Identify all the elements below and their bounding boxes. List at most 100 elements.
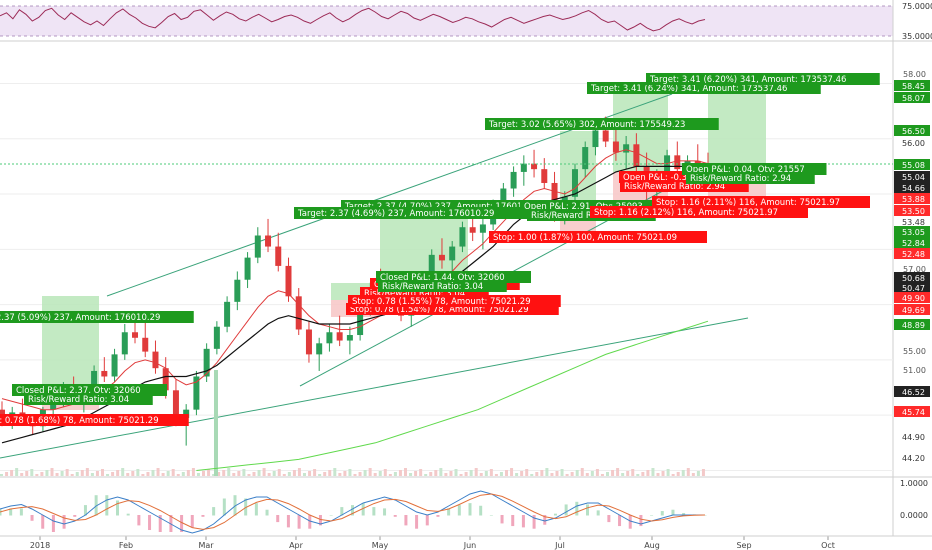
candle-body[interactable] xyxy=(111,354,118,377)
stop-label-bg[interactable] xyxy=(0,414,189,426)
volume-bar xyxy=(590,471,594,476)
volume-bar xyxy=(621,473,625,476)
target-zone[interactable] xyxy=(613,92,668,172)
candle-body[interactable] xyxy=(694,160,701,164)
candle-body[interactable] xyxy=(612,141,619,153)
candle-body[interactable] xyxy=(285,265,292,297)
candle-body[interactable] xyxy=(664,155,671,175)
volume-bar xyxy=(50,468,54,476)
volume-bar xyxy=(484,471,488,476)
signal-line xyxy=(0,493,706,530)
volume-bar xyxy=(333,468,337,476)
volume-bar xyxy=(535,472,539,476)
candle-body[interactable] xyxy=(541,169,548,183)
candle-body[interactable] xyxy=(674,155,681,170)
rr-label-bg[interactable] xyxy=(686,172,815,184)
candle-body[interactable] xyxy=(142,337,149,352)
price-tag xyxy=(894,171,930,182)
price-axis-label: 57.00 xyxy=(903,265,926,274)
candle-body[interactable] xyxy=(449,246,456,261)
candle-body[interactable] xyxy=(459,227,466,247)
volume-bar xyxy=(499,472,503,476)
stop-label-bg[interactable] xyxy=(348,295,561,307)
candle-body[interactable] xyxy=(582,147,589,170)
candle-body[interactable] xyxy=(203,348,210,377)
macd-hist-bar xyxy=(148,515,152,531)
rr-label-bg[interactable] xyxy=(24,393,153,405)
candle-body[interactable] xyxy=(91,370,98,394)
candle-body[interactable] xyxy=(592,130,599,148)
target-zone[interactable] xyxy=(380,218,468,275)
candle-body[interactable] xyxy=(213,326,220,349)
price-tag-text: 46.52 xyxy=(902,388,925,397)
candle-body[interactable] xyxy=(295,296,302,330)
volume-bar xyxy=(136,469,140,476)
candle-body[interactable] xyxy=(265,235,272,247)
candle-body[interactable] xyxy=(469,227,476,233)
candle-body[interactable] xyxy=(152,351,159,369)
volume-bar xyxy=(510,468,514,476)
target-label-bg[interactable] xyxy=(646,73,880,85)
candle-body[interactable] xyxy=(500,188,507,206)
target-label: Target: 3.41 (6.20%) 341, Amount: 173537… xyxy=(649,75,846,85)
target-zone[interactable] xyxy=(708,92,766,172)
candle-body[interactable] xyxy=(510,171,517,189)
candle-body[interactable] xyxy=(531,163,538,170)
candle-body[interactable] xyxy=(183,409,190,418)
candle-body[interactable] xyxy=(224,301,231,327)
rr-label-bg[interactable] xyxy=(378,280,507,292)
candle-body[interactable] xyxy=(316,343,323,355)
volume-bar xyxy=(232,473,236,476)
candle-body[interactable] xyxy=(602,130,609,142)
stop-label-bg[interactable] xyxy=(652,196,870,208)
candle-body[interactable] xyxy=(346,335,353,341)
candle-body[interactable] xyxy=(234,279,241,302)
stop-label-bg[interactable] xyxy=(489,231,707,243)
target-zone[interactable] xyxy=(560,131,596,200)
candle-body[interactable] xyxy=(428,254,435,277)
volume-bar xyxy=(55,473,59,476)
candle-body[interactable] xyxy=(633,144,640,167)
candle-body[interactable] xyxy=(162,368,169,391)
candle-body[interactable] xyxy=(244,257,251,280)
candle-body[interactable] xyxy=(305,329,312,355)
macd-hist-bar xyxy=(372,507,376,516)
volume-bar xyxy=(35,474,39,476)
candle-body[interactable] xyxy=(438,254,445,261)
candle-body[interactable] xyxy=(623,144,630,153)
candle-body[interactable] xyxy=(326,332,333,344)
volume-bar xyxy=(429,472,433,476)
target-zone[interactable] xyxy=(42,296,99,390)
volume-bar xyxy=(520,471,524,476)
macd-hist-bar xyxy=(650,515,654,516)
target-label-bg[interactable] xyxy=(294,207,528,219)
candle-body[interactable] xyxy=(275,246,282,266)
candle-body[interactable] xyxy=(520,163,527,172)
candle-body[interactable] xyxy=(571,169,578,197)
candle-body[interactable] xyxy=(479,224,486,233)
target-label-bg[interactable] xyxy=(485,118,719,130)
candle-body[interactable] xyxy=(132,332,139,338)
price-tag-text: 53.50 xyxy=(902,207,925,216)
candle-body[interactable] xyxy=(121,332,128,355)
candle-body[interactable] xyxy=(254,235,261,258)
candle-body[interactable] xyxy=(101,370,108,377)
volume-bar xyxy=(404,468,407,476)
stop-label-bg[interactable] xyxy=(590,206,808,218)
volume-bar xyxy=(257,470,261,476)
price-tag xyxy=(894,304,930,315)
volume-bar xyxy=(176,474,180,476)
time-tick-label: Aug xyxy=(644,541,660,550)
candle-body[interactable] xyxy=(193,376,200,410)
macd-hist-bar xyxy=(543,515,547,525)
volume-bar xyxy=(646,470,650,476)
volume-bar xyxy=(469,470,473,476)
long-trend-line[interactable] xyxy=(0,317,749,459)
candle-body[interactable] xyxy=(172,390,179,418)
price-tag xyxy=(894,272,930,283)
target-label-bg[interactable] xyxy=(0,311,194,323)
candle-body[interactable] xyxy=(551,182,558,214)
candle-body[interactable] xyxy=(0,409,5,418)
candle-body[interactable] xyxy=(336,332,343,341)
